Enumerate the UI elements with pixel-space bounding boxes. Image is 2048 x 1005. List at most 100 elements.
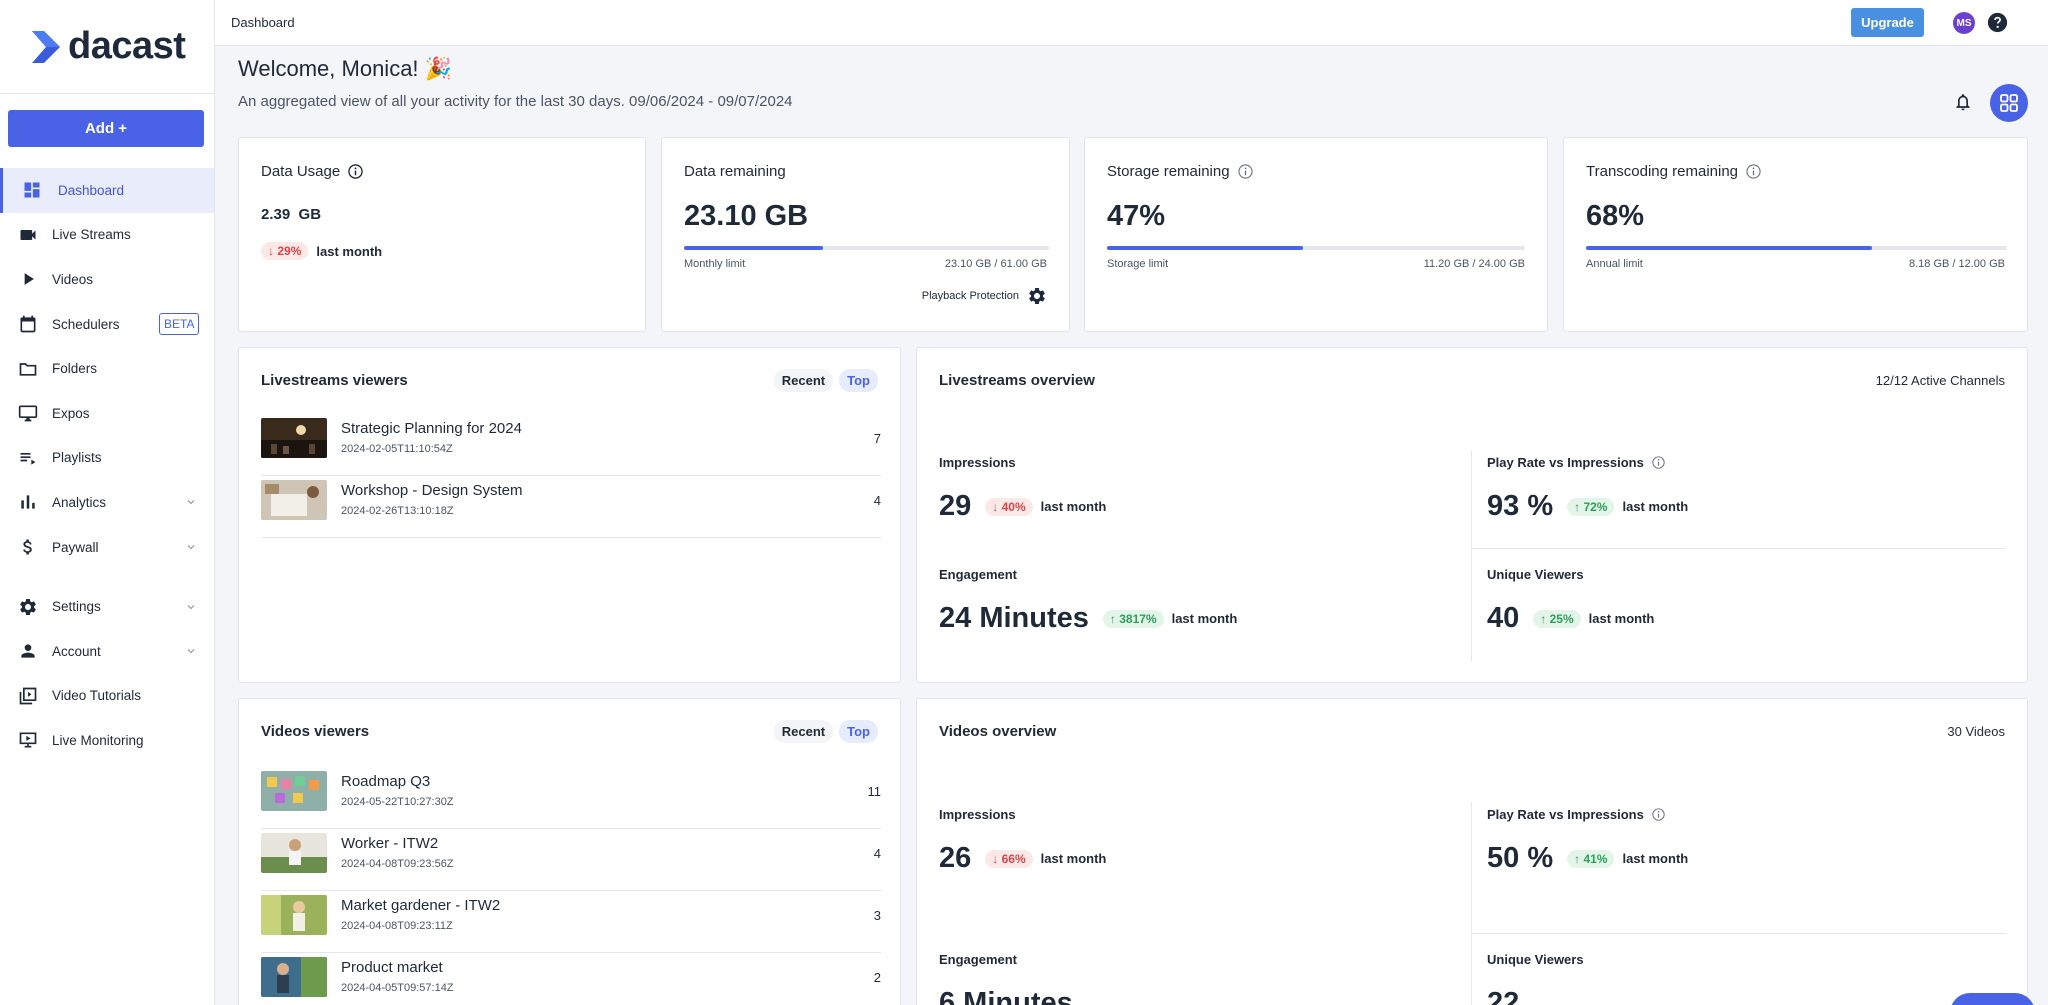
limit-value: 11.20 GB / 24.00 GB — [1423, 258, 1525, 270]
progress-fill — [1107, 246, 1304, 250]
table-row[interactable]: Workshop - Design System 2024-02-26T13:1… — [261, 476, 881, 538]
video-thumbnail — [261, 418, 327, 458]
row-date: 2024-02-05T11:10:54Z — [341, 443, 453, 455]
video-camera-icon — [20, 229, 36, 240]
table-row[interactable]: Product market 2024-04-05T09:57:14Z 2 — [261, 953, 881, 1005]
sidebar-item-folders[interactable]: Folders — [0, 346, 214, 391]
storage-remaining-card: Storage remaining 47% Storage limit 11.2… — [1084, 137, 1548, 332]
data-remaining-bar — [684, 246, 1049, 250]
tab-top[interactable]: Top — [839, 369, 878, 392]
sidebar-item-dashboard[interactable]: Dashboard — [0, 168, 214, 213]
livestreams-viewers-panel: Livestreams viewers Recent Top Strategic… — [238, 347, 901, 683]
sidebar-item-label: Dashboard — [58, 182, 125, 198]
metric-unique-viewers: Unique Viewers 22 — [1487, 952, 1584, 1005]
bell-icon[interactable] — [1953, 92, 1973, 112]
metric-value: 22 — [1487, 987, 1520, 1005]
metric-impressions: Impressions 29 ↓ 40% last month — [939, 455, 1107, 522]
table-row[interactable]: Market gardener - ITW2 2024-04-08T09:23:… — [261, 891, 881, 953]
metric-impressions: Impressions 26 ↓ 66% last month — [939, 807, 1107, 874]
panel-title: Livestreams viewers — [261, 372, 408, 389]
brand-name: dacast — [68, 25, 186, 67]
folder-icon — [19, 362, 37, 376]
gear-icon — [20, 598, 36, 615]
change-badge: ↓ 66% — [985, 849, 1033, 868]
sidebar-item-live-monitoring[interactable]: Live Monitoring — [0, 718, 214, 763]
row-date: 2024-04-08T09:23:11Z — [341, 920, 453, 932]
metric-play-rate: Play Rate vs Impressions 50 % ↑ 41% last… — [1487, 807, 1689, 874]
row-count: 4 — [873, 493, 881, 508]
sidebar-item-video-tutorials[interactable]: Video Tutorials — [0, 674, 214, 719]
video-library-icon — [19, 687, 37, 705]
sidebar-item-analytics[interactable]: Analytics — [0, 480, 214, 525]
row-count: 7 — [873, 431, 881, 446]
change-badge: ↓ 29% — [261, 242, 309, 260]
tab-top[interactable]: Top — [839, 720, 878, 743]
playback-protection-label: Playback Protection — [921, 290, 1019, 302]
metric-value: 40 — [1487, 602, 1520, 634]
video-thumbnail — [261, 895, 327, 935]
playlist-icon — [20, 452, 36, 465]
period-label: last month — [1171, 611, 1238, 626]
livestreams-overview-panel: Livestreams overview 12/12 Active Channe… — [916, 347, 2028, 683]
sidebar-item-label: Analytics — [52, 494, 107, 510]
avatar[interactable]: MS — [1953, 12, 1975, 34]
sidebar-item-label: Account — [52, 643, 101, 659]
sidebar-item-playlists[interactable]: Playlists — [0, 436, 214, 481]
chevron-down-icon — [187, 649, 195, 654]
sidebar-item-videos[interactable]: Videos — [0, 257, 214, 302]
logo[interactable]: dacast — [0, 0, 214, 94]
video-thumbnail — [261, 957, 327, 997]
data-usage-card: Data Usage 2.39 GB ↓ 29% last month — [238, 137, 646, 332]
layout-toggle-button[interactable] — [1990, 84, 2028, 122]
metric-value: 24 Minutes — [939, 602, 1089, 634]
table-row[interactable]: Roadmap Q3 2024-05-22T10:27:30Z 11 — [261, 767, 881, 829]
period-label: last month — [1622, 851, 1689, 866]
person-icon — [21, 644, 35, 658]
table-row[interactable]: Strategic Planning for 2024 2024-02-05T1… — [261, 414, 881, 476]
sidebar-item-settings[interactable]: Settings — [0, 584, 214, 629]
tab-recent[interactable]: Recent — [773, 720, 834, 743]
sidebar-item-live-streams[interactable]: Live Streams — [0, 213, 214, 258]
tab-recent[interactable]: Recent — [773, 369, 834, 392]
sidebar-item-expos[interactable]: Expos — [0, 391, 214, 436]
table-row[interactable]: Worker - ITW2 2024-04-08T09:23:56Z 4 — [261, 829, 881, 891]
limit-value: 8.18 GB / 12.00 GB — [1908, 258, 2005, 270]
info-icon[interactable] — [1237, 164, 1253, 179]
sidebar-nav: Dashboard Live Streams Videos Schedulers… — [0, 168, 214, 763]
row-date: 2024-05-22T10:27:30Z — [341, 796, 454, 808]
data-remaining-value: 23.10 GB — [684, 200, 809, 232]
playback-protection[interactable]: Playback Protection — [922, 286, 1047, 306]
sidebar-item-schedulers[interactable]: Schedulers BETA — [0, 302, 214, 347]
metric-value: 29 — [939, 490, 972, 522]
monitor-icon — [18, 405, 38, 422]
info-icon[interactable] — [1746, 164, 1761, 179]
viewers-tabs: Recent Top — [768, 720, 878, 743]
video-thumbnail — [261, 833, 327, 873]
dacast-logo-icon — [32, 30, 60, 63]
info-icon[interactable] — [348, 164, 363, 179]
bar-chart-icon — [21, 495, 35, 510]
help-icon[interactable] — [1987, 12, 2008, 33]
page-subtitle: An aggregated view of all your activity … — [238, 93, 793, 110]
period-label: last month — [316, 243, 383, 259]
change-badge: ↓ 40% — [985, 497, 1033, 516]
gear-icon[interactable] — [1027, 286, 1047, 306]
breadcrumb: Dashboard — [231, 15, 295, 30]
chat-button[interactable] — [1950, 993, 2035, 1005]
limit-label: Monthly limit — [684, 258, 746, 270]
chevron-down-icon — [187, 545, 195, 550]
limit-label: Storage limit — [1107, 258, 1169, 270]
sidebar-item-label: Expos — [52, 405, 90, 421]
row-title: Product market — [341, 959, 443, 976]
add-button[interactable]: Add + — [8, 110, 204, 147]
sidebar-item-paywall[interactable]: Paywall — [0, 525, 214, 570]
info-icon[interactable] — [1652, 808, 1665, 821]
metric-value: 50 % — [1487, 842, 1554, 874]
panel-title: Videos overview — [939, 723, 1057, 740]
period-label: last month — [1040, 851, 1107, 866]
upgrade-button[interactable]: Upgrade — [1851, 8, 1924, 37]
row-title: Workshop - Design System — [341, 482, 523, 499]
info-icon[interactable] — [1652, 456, 1665, 469]
topbar: Dashboard Upgrade MS — [215, 0, 2048, 46]
sidebar-item-account[interactable]: Account — [0, 629, 214, 674]
